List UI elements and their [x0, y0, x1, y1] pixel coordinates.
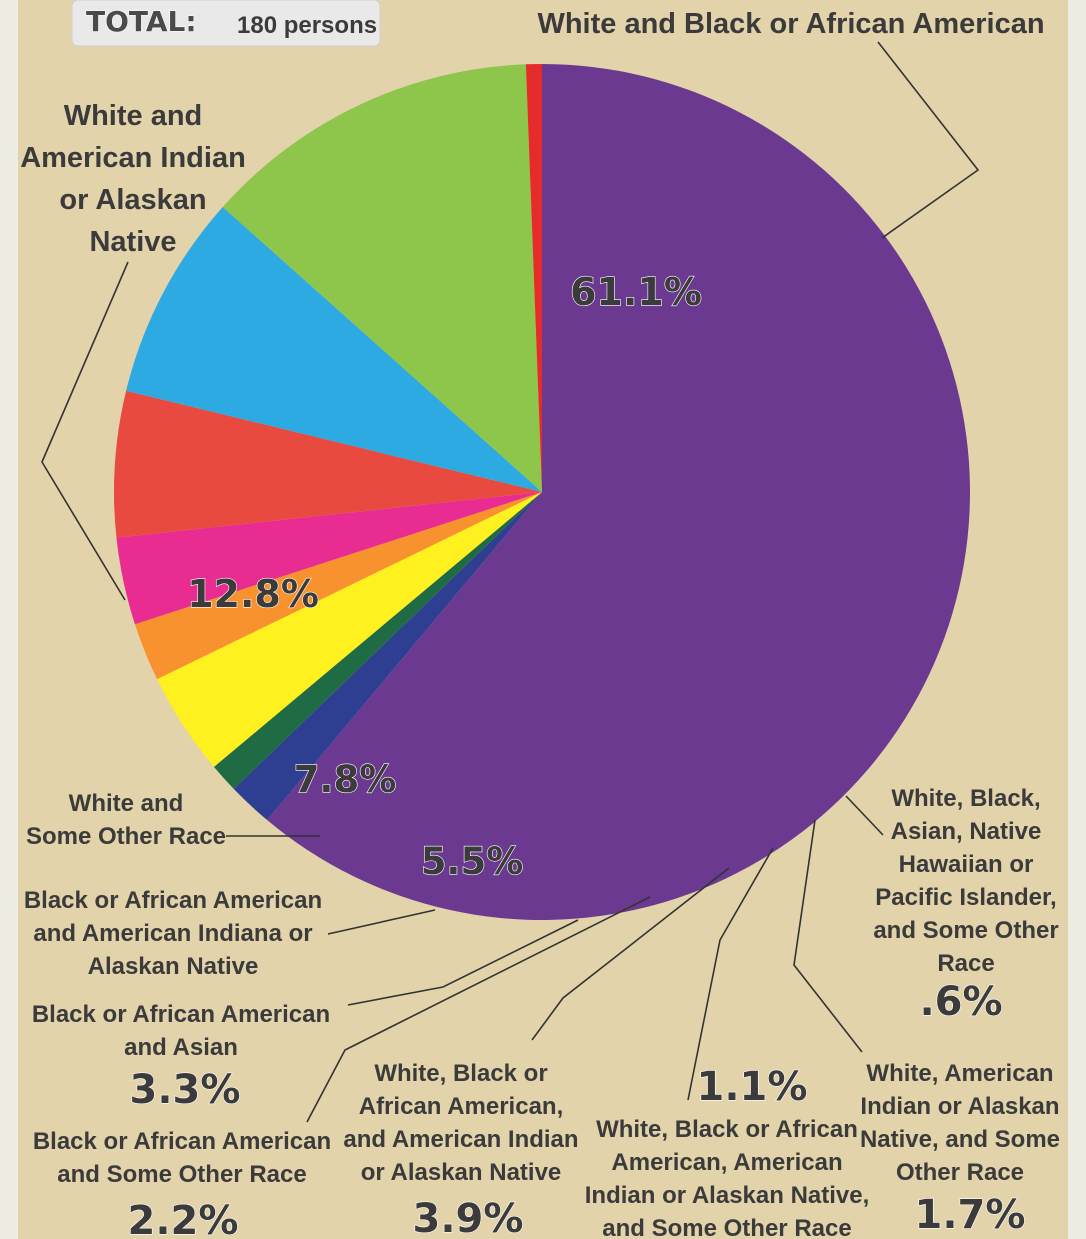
total-box: [71, 0, 381, 47]
slice-label-1-line-1: Indian or Alaskan: [860, 1093, 1059, 1120]
pie-slice-8: [222, 64, 543, 493]
slice-label-5-line-0: Black or African American: [32, 1001, 330, 1028]
slice-percent-9: .6%: [919, 979, 1002, 1025]
slice-label-4-line-0: Black or African American: [33, 1128, 331, 1155]
slice-label-8-line-3: Native: [89, 226, 176, 258]
slice-label-1-line-0: White, American: [866, 1060, 1053, 1087]
pie-slice-6: [114, 390, 543, 538]
pie-slice-2: [213, 492, 542, 789]
leader-line-4: [306, 896, 651, 1123]
slice-label-9-line-5: Race: [937, 950, 994, 977]
slice-label-7-line-0: White and: [69, 790, 184, 817]
slice-label-9-line-4: and Some Other: [873, 917, 1058, 944]
slice-label-2-line-3: and Some Other Race: [602, 1215, 851, 1239]
leader-line-5: [347, 919, 579, 1006]
total-value: 180 persons: [237, 12, 377, 39]
slice-label-9-line-2: Hawaiian or: [899, 851, 1034, 878]
leader-line-2: [687, 847, 774, 1101]
slice-label-2-line-0: White, Black or African: [596, 1116, 858, 1143]
slice-label-4-line-1: and Some Other Race: [57, 1161, 306, 1188]
slice-percent-0: 61.1%: [570, 270, 702, 314]
slice-percent-1: 1.7%: [915, 1192, 1026, 1238]
slice-label-1-line-3: Other Race: [896, 1159, 1024, 1186]
slice-label-9-line-0: White, Black,: [891, 785, 1040, 812]
slice-label-1-line-2: Native, and Some: [860, 1126, 1060, 1153]
leader-line-1: [793, 819, 863, 1053]
slice-label-3-line-0: White, Black or: [374, 1060, 547, 1087]
slice-label-6-line-2: Alaskan Native: [88, 953, 259, 980]
slice-percent-5: 3.3%: [130, 1067, 241, 1113]
slice-label-2-line-2: Indian or Alaskan Native,: [585, 1182, 870, 1209]
slice-label-3-line-3: or Alaskan Native: [361, 1159, 562, 1186]
leader-line-6: [327, 909, 436, 935]
leader-line-0: [877, 41, 980, 239]
pie-slice-4: [134, 492, 542, 680]
pie-slice-1: [233, 492, 542, 821]
slice-label-6-line-0: Black or African American: [24, 887, 322, 914]
slice-labels: White and Black or African American 61.1%…: [20, 8, 1060, 1239]
slice-label-0-line-0: White and Black or African American: [537, 8, 1044, 40]
total-badge: TOTAL: 180 persons: [71, 0, 381, 47]
pie-slice-5: [116, 492, 542, 625]
pie-slices: [114, 63, 971, 921]
slice-label-2-line-1: American, American: [611, 1149, 842, 1176]
slice-percent-6: 5.5%: [421, 840, 524, 883]
pie-slice-9: [525, 63, 542, 492]
slice-label-9-line-3: Pacific Islander,: [875, 884, 1056, 911]
slice-label-7-line-1: Some Other Race: [26, 823, 226, 850]
leader-lines: [41, 41, 980, 1123]
slice-percent-7: 7.8%: [294, 758, 397, 801]
pie-slice-3: [157, 492, 543, 767]
slice-label-8-line-1: American Indian: [20, 142, 246, 174]
slice-percent-3: 3.9%: [413, 1196, 524, 1239]
leader-line-9: [845, 795, 884, 836]
slice-label-3-line-1: African American,: [359, 1093, 564, 1120]
pie-slice-7: [126, 206, 542, 492]
leader-line-8: [41, 261, 129, 601]
slice-label-3-line-2: and American Indian: [343, 1126, 578, 1153]
slice-label-6-line-1: and American Indiana or: [33, 920, 312, 947]
slice-label-8-line-0: White and: [64, 100, 203, 132]
leader-line-3: [531, 867, 730, 1041]
slice-label-9-line-1: Asian, Native: [891, 818, 1042, 845]
total-label: TOTAL:: [86, 5, 197, 38]
slice-label-5-line-1: and Asian: [124, 1034, 238, 1061]
slice-label-8-line-2: or Alaskan: [59, 184, 206, 216]
slice-percent-4: 2.2%: [128, 1198, 239, 1239]
slice-percent-8: 12.8%: [187, 572, 319, 616]
pie-slice-0: [267, 64, 971, 921]
slice-percent-2: 1.1%: [697, 1064, 808, 1110]
